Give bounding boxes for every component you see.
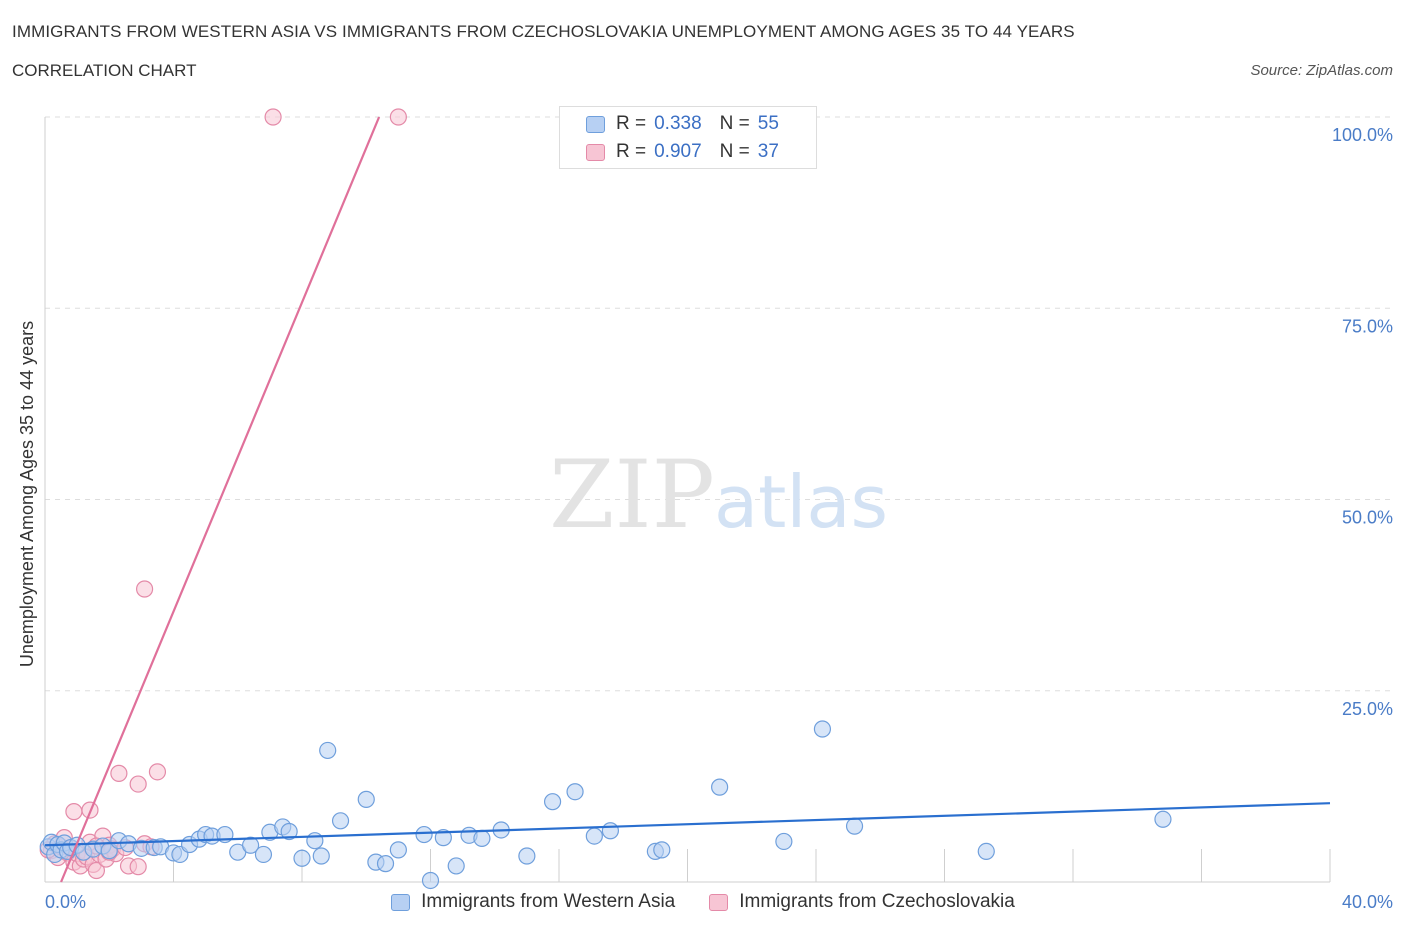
legend-swatch-blue [586,115,605,133]
legend-label-czechoslovakia: Immigrants from Czechoslovakia [739,891,1015,912]
legend-n-value: 37 [757,141,779,162]
legend-r-value: 0.338 [654,113,702,134]
data-point-western-asia [293,849,311,867]
correlation-legend: R = 0.338 N = 55 R = 0.907 N = 37 [559,106,817,169]
data-point-western-asia [711,778,729,796]
x-tick-label-min: 0.0% [45,892,86,912]
watermark-zip: ZIP [549,441,715,550]
data-point-western-asia [434,829,452,847]
data-point-western-asia [376,855,395,873]
series-western-asia-points [39,720,1172,890]
data-point-czechoslovakia [389,108,407,126]
data-point-western-asia [331,812,350,830]
y-tick-label: 100.0% [1332,125,1393,145]
legend-r-label: R = [616,141,647,162]
legend-swatch-pink [709,893,729,911]
trend-line-western-asia [44,802,1331,847]
data-point-western-asia [518,847,536,865]
data-point-western-asia [601,822,620,840]
source-credit: Source: ZipAtlas.com [1250,62,1393,79]
legend-r-label: R = [616,113,647,134]
legend-n-label: N = [719,141,750,162]
data-point-western-asia [845,817,864,835]
legend-item-western-asia: Immigrants from Western Asia [391,890,675,914]
data-point-western-asia [389,841,407,859]
data-point-western-asia [585,827,603,845]
legend-row-western-asia: R = 0.338 N = 55 [586,113,779,135]
trend-lines [44,116,1331,883]
data-point-western-asia [319,741,337,760]
legend-swatch-pink [586,143,605,161]
data-point-czechoslovakia [87,861,106,880]
legend-item-czechoslovakia: Immigrants from Czechoslovakia [709,890,1015,914]
y-tick-label: 25.0% [1342,699,1393,719]
y-axis-label: Unemployment Among Ages 35 to 44 years [17,321,37,667]
data-point-western-asia [254,845,273,864]
legend-n-value: 55 [757,113,779,134]
legend-n-label: N = [719,113,750,134]
data-point-czechoslovakia [129,775,147,793]
data-point-czechoslovakia [148,763,167,781]
data-point-czechoslovakia [264,108,282,126]
data-point-western-asia [1154,810,1172,828]
data-point-western-asia [415,825,433,844]
x-tick-label-max: 40.0% [1342,892,1393,912]
data-point-western-asia [357,790,375,808]
grid-layer [45,116,1392,692]
data-point-western-asia [566,783,584,801]
data-point-western-asia [653,841,671,859]
data-point-western-asia [543,793,562,811]
data-point-western-asia [421,871,440,890]
data-point-western-asia [312,847,330,865]
data-point-western-asia [242,836,260,854]
trend-line-czechoslovakia [60,116,381,883]
data-point-czechoslovakia [129,858,147,876]
data-point-western-asia [813,720,832,738]
y-tick-label: 75.0% [1342,316,1393,336]
y-tick-label: 50.0% [1342,508,1393,528]
legend-row-czechoslovakia: R = 0.907 N = 37 [586,141,779,163]
data-point-western-asia [447,857,465,875]
data-point-czechoslovakia [135,580,154,598]
data-point-western-asia [977,842,995,861]
legend-label-western-asia: Immigrants from Western Asia [421,891,676,912]
series-legend: Immigrants from Western Asia Immigrants … [0,890,1406,914]
data-point-czechoslovakia [110,764,128,782]
data-point-western-asia [280,822,298,841]
data-point-czechoslovakia [65,803,83,821]
watermark: ZIP atlas [549,441,888,550]
legend-swatch-blue [391,893,411,911]
chart-title: IMMIGRANTS FROM WESTERN ASIA VS IMMIGRAN… [12,22,1075,41]
legend-r-value: 0.907 [654,141,702,162]
data-point-western-asia [473,829,491,847]
axis-layer: 25.0% 50.0% 75.0% 100.0% 0.0% 40.0% [44,117,1393,912]
watermark-atlas: atlas [714,460,888,544]
data-point-western-asia [775,832,793,851]
data-point-western-asia [306,832,324,850]
chart-subtitle: CORRELATION CHART [12,61,197,80]
